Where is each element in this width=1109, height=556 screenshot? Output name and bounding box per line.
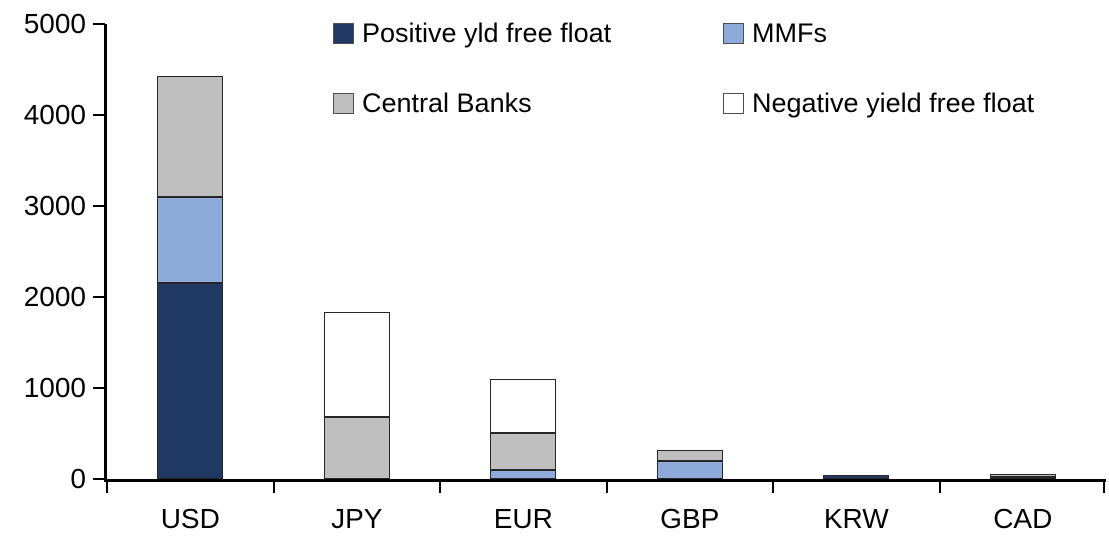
x-axis-tick [106, 479, 108, 493]
legend-item: Central Banks [333, 86, 532, 120]
y-axis-tick-label: 3000 [23, 190, 86, 221]
x-axis-tick [272, 479, 275, 493]
bar-segment-positive-yld-free-float [989, 476, 1056, 479]
bar-segment-central-banks [989, 473, 1056, 477]
y-axis-tick-label: 1000 [23, 372, 86, 403]
legend-label: Central Banks [362, 88, 532, 118]
y-axis-tick [93, 23, 105, 25]
legend-item: Positive yld free float [333, 16, 611, 50]
legend-swatch-icon [723, 92, 744, 114]
bar-segment-central-banks [157, 75, 224, 197]
bar-segment-positive-yld-free-float [823, 475, 890, 479]
x-axis-tick [439, 479, 441, 493]
bar-segment-mmfs [490, 469, 557, 479]
x-category-label: GBP [660, 503, 720, 534]
bar-segment-negative-yield-free-float [323, 311, 390, 418]
bar-segment-mmfs [157, 196, 224, 284]
bar-segment-negative-yield-free-float [490, 378, 557, 433]
y-axis-tick [93, 205, 105, 207]
x-category-label: USD [160, 503, 220, 534]
legend-swatch-icon [333, 22, 354, 44]
legend-swatch-icon [723, 22, 744, 44]
bar-segment-central-banks [490, 432, 557, 470]
y-axis-tick [93, 296, 105, 298]
x-category-label: CAD [993, 503, 1053, 534]
bar-segment-central-banks [656, 449, 723, 461]
legend-item: MMFs [723, 16, 827, 50]
y-axis-tick-label: 5000 [23, 8, 86, 39]
legend-label: Positive yld free float [362, 18, 612, 48]
legend-label: MMFs [752, 18, 827, 48]
y-axis-tick-label: 4000 [23, 99, 86, 130]
y-axis-tick [93, 478, 105, 480]
x-axis-tick [605, 479, 608, 493]
y-axis-tick-label: 2000 [23, 281, 86, 312]
y-axis-tick [93, 114, 105, 116]
x-axis-line [104, 479, 1106, 482]
y-axis-line [104, 24, 107, 482]
legend-label: Negative yield free float [752, 88, 1035, 118]
bar-segment-central-banks [323, 417, 390, 479]
y-axis-tick [93, 387, 105, 389]
bar-segment-positive-yld-free-float [157, 283, 224, 479]
x-category-label: KRW [823, 503, 889, 534]
legend-swatch-icon [333, 92, 354, 114]
x-axis-tick [938, 479, 941, 493]
x-category-label: JPY [331, 503, 383, 534]
bar-segment-mmfs [656, 460, 723, 479]
y-axis-tick-label: 0 [70, 463, 86, 494]
x-axis-tick [1103, 479, 1105, 493]
legend-item: Negative yield free float [723, 86, 1034, 120]
x-axis-tick [772, 479, 774, 493]
x-category-label: EUR [493, 503, 553, 534]
